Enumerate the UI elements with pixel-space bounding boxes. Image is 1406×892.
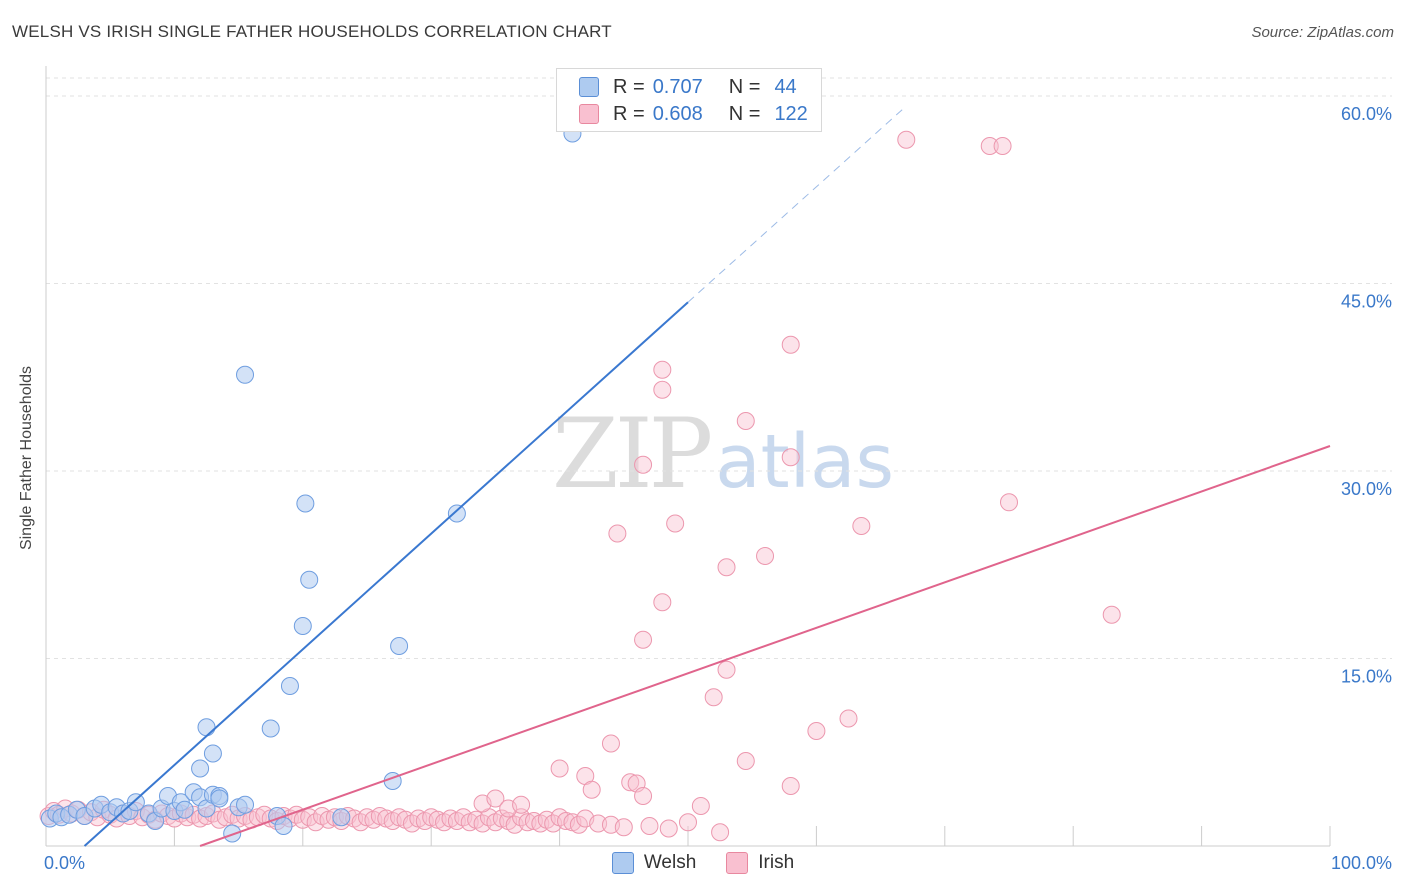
legend-r-value-welsh: 0.707 (652, 75, 703, 98)
welsh-point (223, 824, 242, 843)
series-swatch-irish (726, 852, 749, 874)
irish-point (653, 593, 672, 612)
irish-point (736, 412, 755, 430)
irish-point (781, 448, 800, 467)
welsh-trend-line (83, 301, 689, 847)
welsh-trend-extension (687, 105, 907, 303)
irish-point (550, 759, 569, 778)
irish-point (781, 335, 800, 354)
welsh-point (280, 677, 299, 695)
irish-point (601, 734, 620, 753)
legend-n-label: N = (728, 102, 761, 125)
welsh-point (236, 365, 255, 384)
legend-n-value-welsh: 44 (774, 75, 797, 98)
welsh-point (261, 719, 280, 738)
irish-point (704, 688, 723, 707)
irish-point (518, 813, 537, 832)
irish-point (653, 360, 672, 379)
welsh-point (296, 494, 315, 513)
welsh-point (210, 789, 229, 808)
welsh-point (447, 504, 466, 523)
legend-r-value-irish: 0.608 (652, 102, 703, 125)
watermark-atlas: atlas (715, 419, 895, 505)
welsh-point (236, 795, 255, 814)
irish-point (614, 818, 633, 837)
irish-point (717, 558, 736, 577)
irish-point (736, 752, 755, 770)
irish-trend-line (199, 445, 1331, 847)
irish-point (807, 722, 826, 740)
watermark-zip: ZIP (552, 398, 713, 510)
welsh-point (293, 617, 312, 635)
irish-point (666, 514, 685, 533)
welsh-point (191, 759, 210, 778)
irish-point (512, 795, 531, 814)
source-label: Source: ZipAtlas.com (1251, 24, 1394, 41)
legend-swatch-irish (579, 104, 599, 124)
legend-r-label: R = (613, 102, 645, 125)
series-swatch-welsh (611, 852, 634, 874)
series-legend-welsh: Welsh (611, 852, 697, 874)
welsh-point (274, 817, 293, 835)
irish-point (980, 137, 999, 155)
irish-point (589, 814, 608, 833)
legend-row-irish: R = 0.608 N = 122 (579, 100, 808, 128)
irish-point (691, 797, 710, 815)
welsh-point (390, 637, 409, 655)
welsh-point (126, 793, 145, 812)
x-tick-label: 100.0% (1331, 853, 1392, 873)
irish-point (717, 660, 736, 679)
series-legend: Welsh Irish (0, 852, 1406, 874)
irish-point (679, 813, 697, 832)
irish-point (608, 524, 627, 543)
irish-point (634, 455, 653, 474)
legend-n-value-irish: 122 (774, 102, 808, 125)
y-tick-label: 45.0% (1341, 292, 1392, 312)
irish-point (486, 789, 505, 808)
series-label-welsh: Welsh (643, 852, 697, 873)
y-tick-label: 15.0% (1341, 667, 1392, 687)
irish-point (634, 787, 653, 805)
irish-point (653, 380, 672, 399)
series-legend-irish: Irish (726, 852, 794, 874)
legend-row-welsh: R = 0.707 N = 44 (579, 73, 797, 101)
stats-legend: R = 0.707 N = 44 R = 0.608 N = 122 (556, 68, 822, 132)
y-tick-label: 60.0% (1341, 104, 1392, 124)
irish-point (640, 817, 659, 835)
irish-point (659, 819, 678, 838)
irish-point (781, 777, 800, 795)
legend-r-label: R = (613, 75, 645, 98)
watermark: ZIPatlas (552, 398, 894, 510)
irish-point (621, 773, 640, 792)
irish-point (1102, 605, 1121, 624)
irish-point (852, 517, 871, 535)
legend-swatch-welsh (579, 77, 599, 97)
irish-point (634, 630, 653, 649)
chart-title: WELSH VS IRISH SINGLE FATHER HOUSEHOLDS … (12, 22, 612, 41)
irish-point (711, 823, 730, 842)
x-tick-label: 0.0% (44, 853, 85, 873)
welsh-point (175, 800, 194, 819)
welsh-point (203, 744, 222, 763)
welsh-point (300, 570, 319, 589)
series-label-irish: Irish (758, 852, 795, 873)
irish-point (897, 130, 916, 149)
irish-point (1000, 493, 1018, 512)
welsh-point (332, 808, 351, 827)
irish-point (756, 547, 775, 565)
y-tick-label: 30.0% (1341, 479, 1392, 499)
irish-point (993, 137, 1012, 155)
irish-point (839, 709, 858, 728)
welsh-point (197, 718, 216, 737)
legend-n-label: N = (728, 75, 761, 98)
irish-point (582, 780, 601, 799)
